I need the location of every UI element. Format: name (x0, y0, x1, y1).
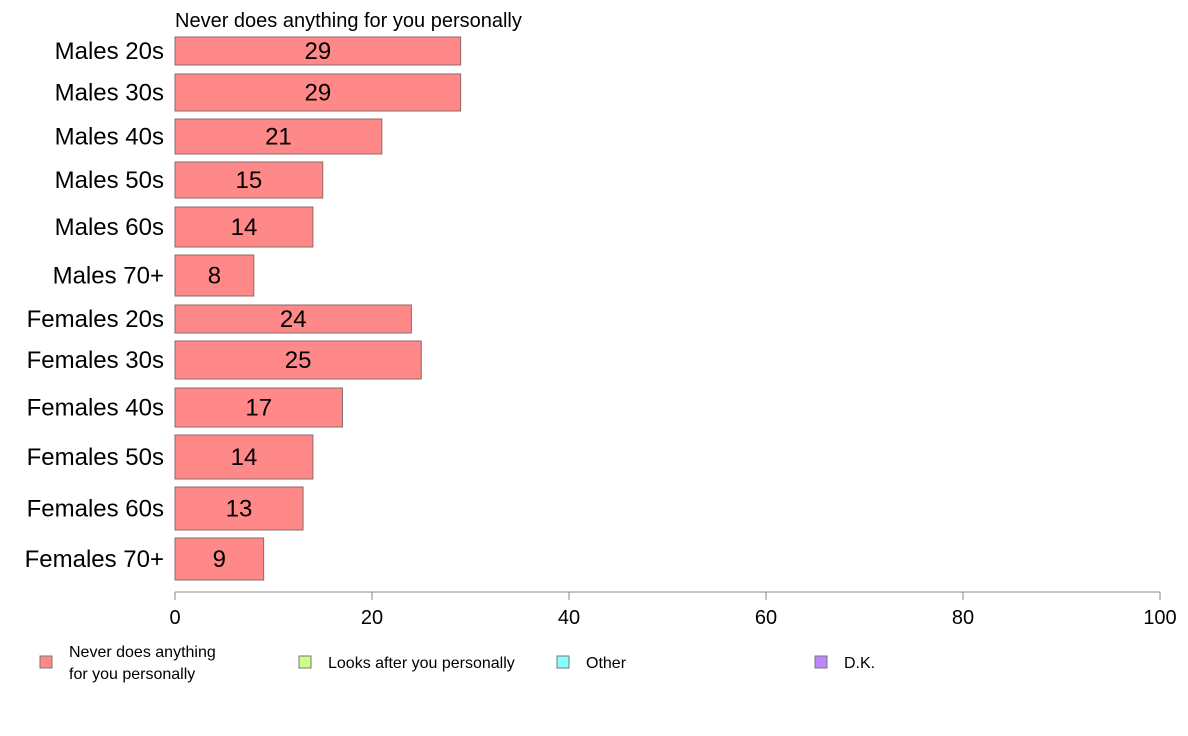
category-label: Males 30s (55, 80, 164, 107)
legend-label: D.K. (844, 655, 875, 672)
data-label: 29 (304, 80, 331, 107)
bar (174, 206, 314, 248)
legend-swatch (814, 655, 828, 669)
x-tick-label: 0 (169, 607, 180, 629)
data-label: 17 (245, 395, 272, 422)
legend-swatch (556, 655, 570, 669)
category-label: Females 60s (27, 496, 164, 523)
category-label: Males 50s (55, 167, 164, 194)
bar (174, 254, 255, 297)
legend-swatch (298, 655, 312, 669)
bar (174, 161, 324, 199)
x-tick-label: 40 (558, 607, 580, 629)
category-label: Males 20s (55, 38, 164, 65)
category-label: Females 70+ (25, 546, 164, 573)
category-label: Females 30s (27, 347, 164, 374)
category-label: Males 70+ (53, 263, 164, 290)
legend: Never does anything for you personally Loo… (39, 644, 875, 683)
legend-label: Other (586, 655, 627, 672)
legend-label: Never does anything for you personally (69, 644, 216, 683)
bar (174, 486, 304, 531)
x-tick-label: 60 (755, 607, 777, 629)
data-label: 9 (213, 546, 226, 573)
bar (174, 73, 462, 112)
data-label: 8 (208, 263, 221, 290)
bars-group: Males 20s 29 Males 30s 29 Males 40s 21 Males 5… (25, 36, 462, 581)
data-label: 25 (285, 347, 312, 374)
data-label: 13 (226, 496, 253, 523)
category-label: Females 40s (27, 395, 164, 422)
data-label: 14 (231, 444, 258, 471)
data-label: 29 (304, 38, 331, 65)
category-label: Males 40s (55, 124, 164, 151)
bar (174, 118, 383, 155)
bar (174, 36, 462, 66)
category-label: Females 50s (27, 444, 164, 471)
bar (174, 387, 343, 428)
category-label: Males 60s (55, 214, 164, 241)
bar (174, 537, 265, 581)
data-label: 14 (231, 214, 258, 241)
bar (174, 434, 314, 480)
legend-swatch (39, 655, 53, 669)
data-label: 15 (236, 167, 263, 194)
legend-label: Looks after you personally (328, 655, 515, 672)
data-label: 24 (280, 306, 307, 333)
x-tick-label: 20 (361, 607, 383, 629)
category-label: Females 20s (27, 306, 164, 333)
data-label: 21 (265, 124, 292, 151)
chart-title: Never does anything for you personally (175, 10, 522, 32)
bar (174, 340, 422, 380)
x-axis: 0 20 40 60 80 100 (169, 591, 1177, 629)
x-tick-label: 80 (952, 607, 974, 629)
x-tick-label: 100 (1143, 607, 1176, 629)
bar (174, 304, 412, 334)
